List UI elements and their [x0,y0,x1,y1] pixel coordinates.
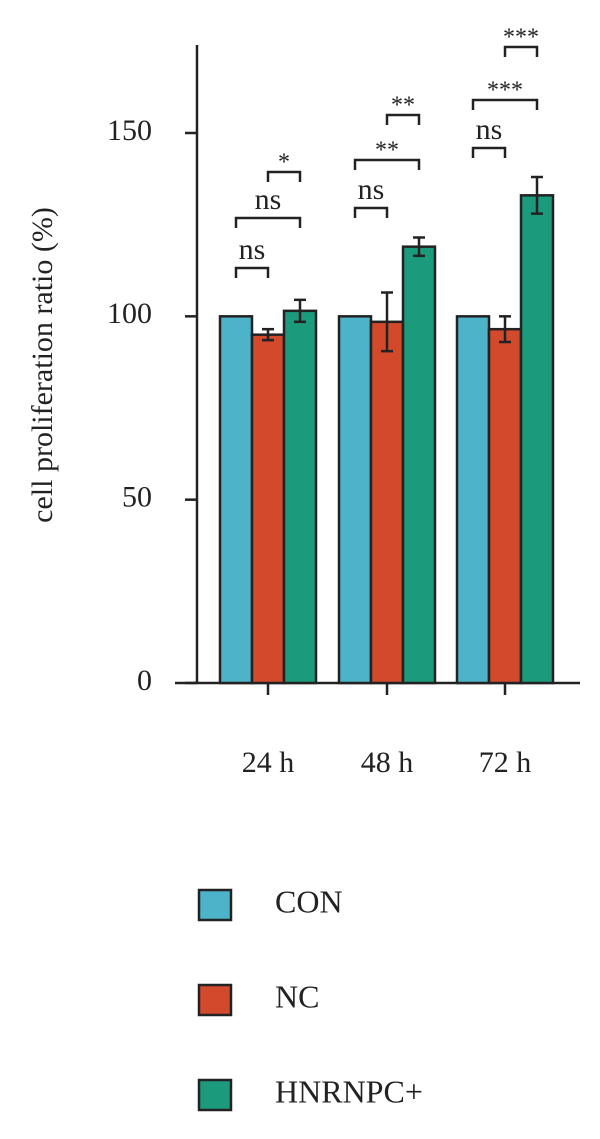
significance-label: *** [487,78,523,104]
error-bar [262,327,274,342]
legend-swatch [197,888,233,922]
significance-label: ** [375,138,399,164]
significance-bracket [385,113,421,125]
significance-bracket [266,170,302,182]
bar [337,315,373,685]
bar [401,245,437,685]
error-bar [413,236,425,258]
error-bar [499,315,511,344]
significance-label: ns [358,173,385,206]
significance-bracket [503,45,539,57]
bar [369,320,405,685]
bar [487,327,523,685]
significance-bracket [234,216,302,228]
legend-label: HNRNPC+ [275,1073,423,1109]
significance-bracket [471,146,507,158]
significance-bracket [471,98,539,110]
error-bar [294,298,306,324]
significance-bracket [234,266,270,278]
bar [218,315,254,685]
legend-label: CON [275,883,343,919]
significance-bracket [353,158,421,170]
x-tick-label: 24 h [242,746,295,779]
significance-bracket [353,206,389,218]
y-tick-label: 50 [122,481,152,514]
significance-label: ns [476,113,503,146]
bar [250,333,286,685]
legend-swatch [197,1078,233,1112]
y-tick-label: 150 [107,114,152,147]
significance-label: * [278,150,290,176]
bar [455,315,491,685]
error-bar [381,291,393,353]
significance-label: ns [255,183,282,216]
significance-label: ** [391,93,415,119]
x-tick-label: 48 h [361,746,414,779]
legend-swatch [197,983,233,1017]
x-tick-label: 72 h [479,746,532,779]
significance-label: ns [239,233,266,266]
y-tick-label: 100 [107,297,152,330]
bar [282,309,318,685]
legend-label: NC [275,978,319,1014]
bar [519,194,555,685]
y-tick-label: 0 [137,664,152,697]
error-bar [531,175,543,215]
significance-label: *** [503,25,539,51]
y-axis-label: cell proliferation ratio (%) [26,207,59,523]
